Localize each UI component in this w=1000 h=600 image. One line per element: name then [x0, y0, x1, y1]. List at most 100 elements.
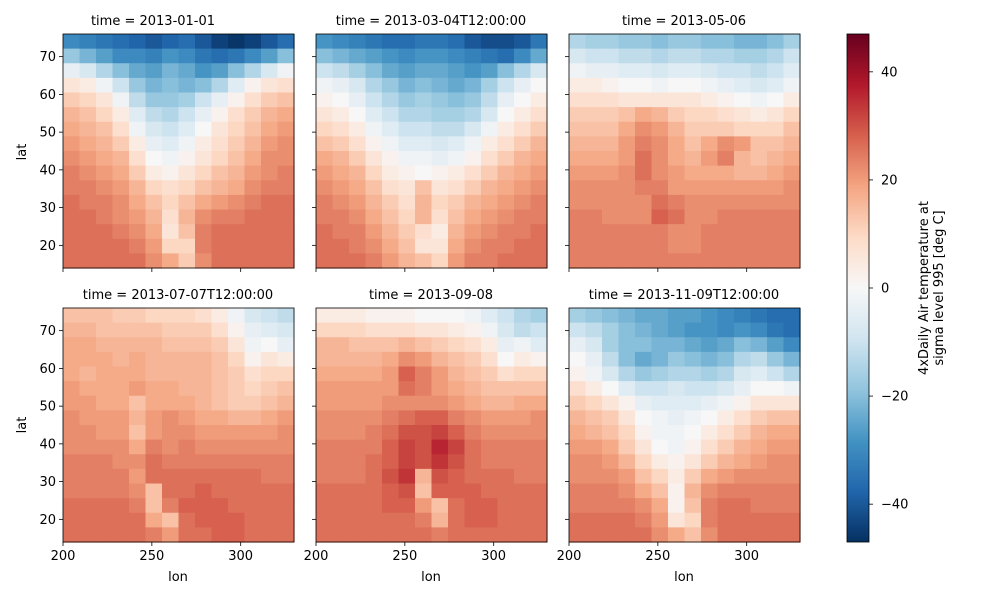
heatmap-cell — [767, 253, 785, 269]
heatmap-cell — [684, 48, 702, 64]
heatmap-cell — [668, 454, 686, 470]
heatmap-cell — [112, 498, 130, 514]
heatmap-cell — [618, 194, 636, 211]
heatmap-cell — [734, 209, 752, 225]
heatmap-cell — [734, 337, 752, 353]
heatmap-cell — [701, 77, 719, 94]
heatmap-cell — [228, 107, 246, 123]
heatmap-cell — [651, 468, 669, 485]
heatmap-cell — [382, 425, 400, 441]
heatmap-cell — [211, 308, 229, 324]
heatmap-cell — [783, 107, 801, 123]
heatmap-cell — [783, 468, 801, 485]
heatmap-cell — [398, 351, 416, 368]
heatmap-cell — [228, 194, 246, 211]
panel-frame — [62, 307, 295, 543]
heatmap-cell — [129, 351, 147, 368]
heatmap-cell — [464, 48, 482, 64]
heatmap-cell — [618, 238, 636, 254]
heatmap-cell — [734, 92, 752, 108]
heatmap-cell — [464, 322, 482, 338]
heatmap-cell — [602, 337, 620, 353]
heatmap-cell — [431, 483, 449, 499]
heatmap-cell — [514, 425, 532, 441]
heatmap-cell — [211, 107, 229, 123]
heatmap-cell — [717, 92, 735, 108]
heatmap-cell — [79, 410, 97, 426]
heatmap-cell — [261, 366, 279, 382]
heatmap-cell — [635, 498, 653, 514]
heatmap-cell — [277, 194, 295, 211]
heatmap-cell — [195, 468, 213, 485]
panel-1: 20 30 40 50 60 70 — [39, 33, 295, 272]
heatmap-cell — [481, 308, 499, 324]
heatmap-cell — [244, 322, 262, 338]
heatmap-cell — [481, 151, 499, 167]
heatmap-cell — [415, 48, 433, 64]
heatmap-cell — [112, 121, 130, 137]
heatmap-cell — [767, 425, 785, 441]
heatmap-cell — [783, 439, 801, 455]
heatmap-cell — [497, 395, 515, 411]
heatmap-cell — [277, 121, 295, 137]
heatmap-cell — [497, 180, 515, 196]
heatmap-cell — [244, 34, 262, 50]
heatmap-cell — [481, 395, 499, 411]
heatmap-cell — [145, 454, 163, 470]
heatmap-cell — [734, 48, 752, 64]
heatmap-cell — [211, 238, 229, 254]
heatmap-cell — [178, 410, 196, 426]
heatmap-cell — [651, 395, 669, 411]
heatmap-cell — [195, 366, 213, 382]
heatmap-cell — [701, 253, 719, 269]
heatmap-cell — [569, 253, 587, 269]
heatmap-cell — [684, 527, 702, 543]
heatmap-cell — [398, 209, 416, 225]
heatmap-cell — [448, 48, 466, 64]
heatmap-cell — [530, 238, 548, 254]
heatmap-cell — [244, 425, 262, 441]
heatmap-cell — [145, 395, 163, 411]
heatmap-cell — [316, 253, 334, 269]
heatmap-cell — [112, 308, 130, 324]
heatmap-cell — [244, 92, 262, 108]
panel-5: 200 250 300 — [304, 307, 548, 564]
heatmap-cell — [382, 512, 400, 528]
heatmap-cell — [332, 425, 350, 441]
heatmap-cell — [783, 395, 801, 411]
heatmap-cell — [112, 337, 130, 353]
heatmap-cell — [569, 238, 587, 254]
heatmap-cell — [717, 527, 735, 543]
heatmap-cell — [162, 209, 180, 225]
heatmap-cell — [277, 253, 295, 269]
y-tick-label: 30 — [39, 201, 56, 216]
heatmap-cell — [767, 468, 785, 485]
heatmap-cell — [684, 180, 702, 196]
heatmap-cell — [261, 483, 279, 499]
heatmap-cell — [734, 483, 752, 499]
heatmap-cell — [398, 92, 416, 108]
heatmap-cell — [178, 337, 196, 353]
heatmap-cell — [651, 454, 669, 470]
heatmap-cell — [415, 209, 433, 225]
heatmap-cell — [481, 498, 499, 514]
heatmap-cell — [701, 48, 719, 64]
heatmap-cell — [514, 165, 532, 181]
heatmap-cell — [332, 381, 350, 397]
heatmap-cell — [211, 63, 229, 79]
heatmap-cell — [684, 308, 702, 324]
heatmap-cell — [618, 77, 636, 94]
heatmap-cell — [398, 48, 416, 64]
heatmap-cell — [717, 425, 735, 441]
heatmap-cell — [228, 224, 246, 240]
heatmap-cell — [668, 136, 686, 152]
heatmap-cell — [195, 151, 213, 167]
heatmap-cell — [497, 238, 515, 254]
heatmap-cell — [602, 308, 620, 324]
heatmap-cell — [585, 337, 603, 353]
heatmap-cell — [684, 63, 702, 79]
heatmap-cell — [497, 366, 515, 382]
heatmap-cell — [448, 468, 466, 485]
heatmap-cell — [211, 34, 229, 50]
heatmap-cell — [145, 351, 163, 368]
